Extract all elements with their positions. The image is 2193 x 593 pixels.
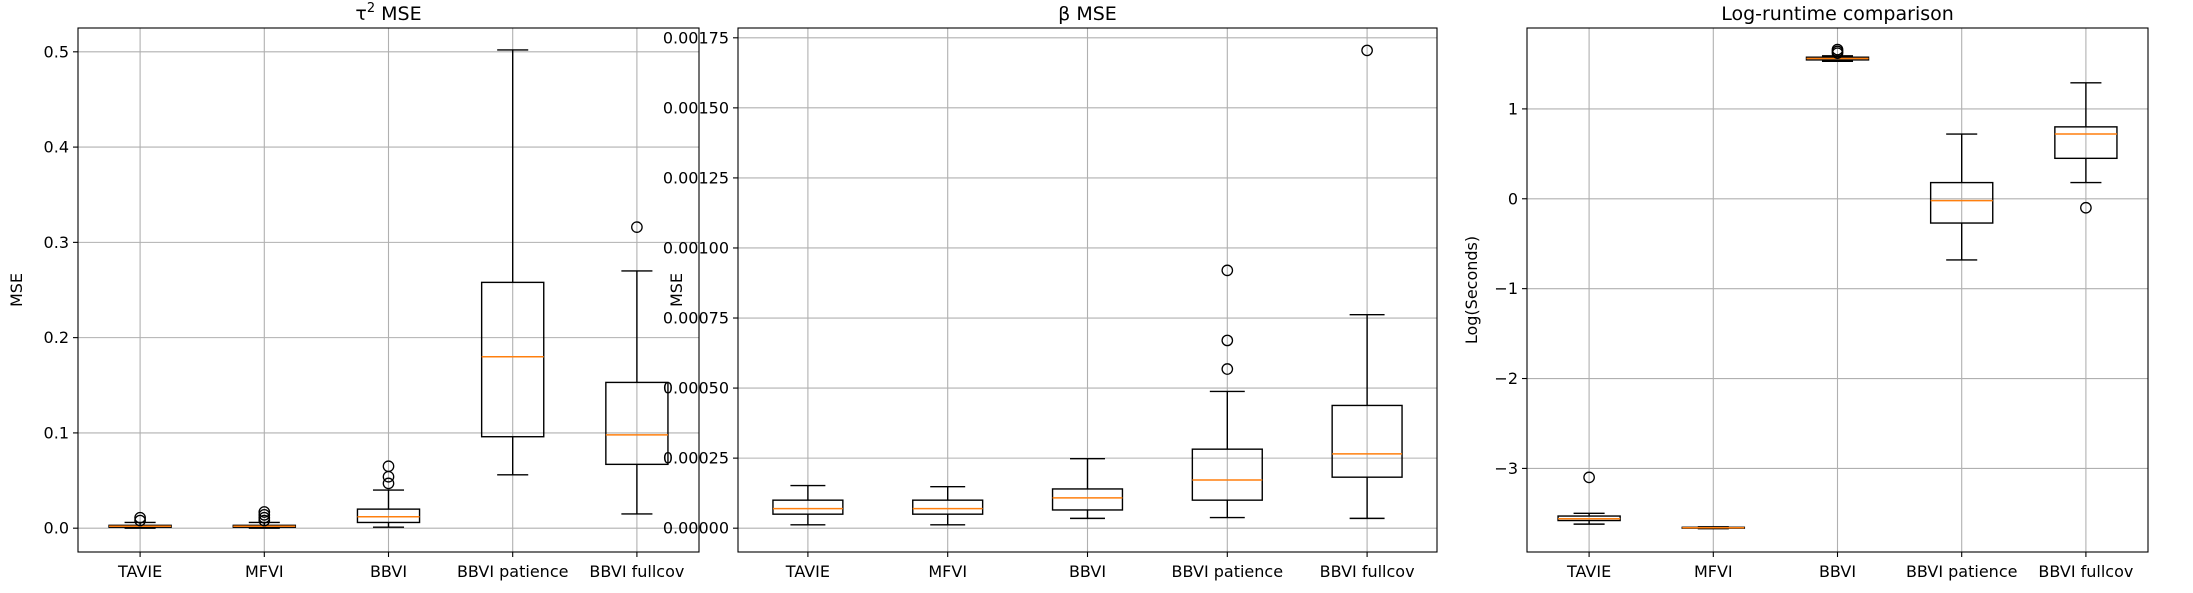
- x-tick-label-1: MFVI: [245, 562, 284, 581]
- title-tail: MSE: [375, 3, 422, 25]
- box-1: [232, 506, 297, 529]
- chart-panel-2: 0.00000 0.00025 0.00050 0.00075 0.00100 0.001…: [663, 3, 1438, 581]
- x-tick-label-1: MFVI: [1694, 562, 1733, 581]
- title-base: τ: [355, 3, 366, 25]
- box-1: [912, 486, 984, 526]
- box-0: [772, 484, 844, 526]
- flier-0: [1361, 44, 1373, 57]
- flier-1: [134, 511, 146, 524]
- chart-panel-3: −3 −2 −1 0 1 TAVIE MFVI BBVI BBVI patience BBVI f…: [1462, 3, 2149, 581]
- x-tick-label-3: BBVI patience: [1906, 562, 2018, 581]
- flier-2: [382, 460, 395, 473]
- flier-1: [258, 511, 271, 524]
- y-axis-label: MSE: [667, 273, 686, 307]
- chart-panel-1: 0.0 0.1 0.2 0.3 0.4 0.5 TAVIE MFVI BBVI BBVI pati…: [7, 1, 700, 581]
- y-tick-label-6: 0.00150: [663, 98, 729, 117]
- flier-0: [1221, 363, 1234, 375]
- y-tick-label-1: 0.1: [44, 423, 69, 442]
- x-tick-label-2: BBVI: [1069, 562, 1106, 581]
- box-2: [1051, 457, 1124, 520]
- y-tick-label-2: 0.00050: [663, 379, 729, 398]
- flier-3: [258, 506, 271, 518]
- flier-0: [631, 221, 643, 233]
- y-tick-label-3: 0.00075: [663, 309, 729, 328]
- y-tick-label-4: 0.4: [44, 138, 69, 157]
- box-3: [480, 49, 545, 476]
- y-tick-label-0: 0.0: [44, 519, 69, 538]
- box-4: [1331, 44, 1403, 520]
- x-tick-label-3: BBVI patience: [1172, 562, 1284, 581]
- box-iqr: [605, 381, 669, 466]
- title-tail: MSE: [1070, 3, 1117, 25]
- y-tick-label-2: −1: [1494, 279, 1518, 298]
- box-0: [1557, 471, 1621, 525]
- y-tick-label-0: −3: [1494, 459, 1518, 478]
- flier-0: [382, 477, 395, 490]
- title-base: Log-runtime comparison: [1721, 3, 1954, 25]
- x-tick-label-4: BBVI fullcov: [2038, 562, 2133, 581]
- flier-0: [2080, 201, 2092, 214]
- box-iqr: [356, 508, 421, 524]
- x-tick-label-4: BBVI fullcov: [589, 562, 684, 581]
- y-tick-label-7: 0.00175: [663, 28, 729, 47]
- x-tick-label-4: BBVI fullcov: [1320, 562, 1415, 581]
- box-iqr: [1929, 181, 1994, 224]
- y-tick-label-4: 0.00100: [663, 238, 729, 257]
- flier-2: [1831, 43, 1844, 56]
- box-iqr: [480, 281, 545, 438]
- box-iqr: [772, 499, 844, 515]
- x-tick-label-0: TAVIE: [1566, 562, 1611, 581]
- flier-0: [258, 514, 271, 527]
- box-2: [1805, 43, 1870, 62]
- box-0: [108, 511, 172, 529]
- box-iqr: [2054, 126, 2118, 160]
- chart-title: τ2 MSE: [355, 1, 421, 25]
- flier-0: [1583, 471, 1595, 484]
- box-3: [1929, 133, 1994, 261]
- y-tick-label-3: 0.3: [44, 233, 69, 252]
- title-superscript: 2: [367, 1, 375, 16]
- box-iqr: [912, 499, 984, 515]
- y-tick-label-3: 0: [1508, 189, 1518, 208]
- y-tick-label-1: 0.00025: [663, 449, 729, 468]
- box-iqr: [1331, 404, 1403, 478]
- x-tick-label-1: MFVI: [928, 562, 967, 581]
- box-2: [356, 460, 421, 528]
- box-3: [1191, 264, 1263, 519]
- box-iqr: [1051, 488, 1124, 511]
- chart-title: Log-runtime comparison: [1721, 3, 1954, 25]
- y-axis-label: MSE: [7, 273, 26, 307]
- flier-0: [134, 514, 146, 527]
- flier-1: [1221, 334, 1234, 347]
- flier-2: [258, 508, 271, 521]
- x-tick-label-0: TAVIE: [117, 562, 162, 581]
- x-tick-label-3: BBVI patience: [457, 562, 569, 581]
- x-tick-label-2: BBVI: [370, 562, 407, 581]
- y-tick-label-5: 0.00125: [663, 168, 729, 187]
- chart-title: β MSE: [1058, 3, 1117, 25]
- box-iqr: [1191, 448, 1263, 501]
- box-1: [1681, 526, 1746, 530]
- box-4: [2054, 82, 2118, 214]
- flier-2: [1221, 264, 1234, 277]
- x-tick-label-0: TAVIE: [785, 562, 830, 581]
- y-tick-label-5: 0.5: [44, 42, 69, 61]
- title-base: β: [1058, 3, 1070, 25]
- x-tick-label-2: BBVI: [1819, 562, 1856, 581]
- y-tick-label-1: −2: [1494, 369, 1518, 388]
- box-4: [605, 221, 669, 515]
- y-axis-label: Log(Seconds): [1462, 236, 1481, 344]
- y-tick-label-4: 1: [1508, 99, 1518, 118]
- y-tick-label-2: 0.2: [44, 328, 69, 347]
- y-tick-label-0: 0.00000: [663, 519, 729, 538]
